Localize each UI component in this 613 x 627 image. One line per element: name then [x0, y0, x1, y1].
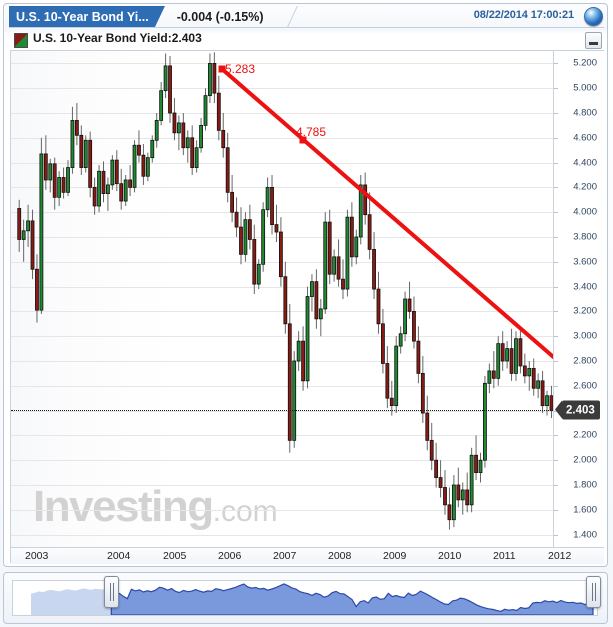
- globe-icon[interactable]: [584, 7, 603, 26]
- price-axis-tick-mark: [554, 286, 558, 288]
- price-change-label: -0.004 (-0.15%): [176, 9, 264, 24]
- gridline: [11, 509, 553, 511]
- price-axis-label: 4.400: [573, 157, 597, 169]
- navigator[interactable]: [3, 572, 608, 624]
- price-axis-tick-mark: [554, 485, 558, 486]
- gridline: [11, 63, 553, 65]
- gridline: [11, 361, 553, 362]
- title-bar-divider: [9, 27, 604, 28]
- tab-edge-divider: [271, 6, 298, 27]
- price-axis-tick-mark: [554, 336, 558, 338]
- price-axis-tick-mark: [554, 460, 558, 462]
- navigator-overview-chart: [31, 583, 594, 615]
- price-axis-label: 3.800: [573, 231, 597, 243]
- gridline: [11, 385, 553, 387]
- trendline[interactable]: [11, 51, 553, 547]
- plot-area[interactable]: Investing.com 5.283 4.785: [11, 51, 553, 547]
- trendline-start-label: 5.283: [225, 62, 256, 76]
- navigator-track[interactable]: [12, 580, 598, 616]
- price-axis-label: 2.200: [573, 429, 597, 441]
- price-axis-label: 2.000: [573, 454, 597, 466]
- candlestick-series: [17, 52, 553, 530]
- price-axis-tick-mark: [554, 509, 558, 511]
- price-axis-label: 3.000: [573, 330, 597, 342]
- date-axis-label: 2011: [493, 550, 516, 562]
- date-axis-label: 2005: [163, 550, 187, 562]
- nav-handle-left[interactable]: [104, 576, 120, 608]
- price-axis-label: 4.800: [573, 107, 597, 119]
- price-axis-label: 5.000: [573, 82, 597, 94]
- instrument-tab[interactable]: U.S. 10-Year Bond Yi... -0.004 (-0.15%): [9, 6, 264, 27]
- price-axis-label: 2.600: [573, 380, 597, 392]
- chart-container: Investing.com 5.283 4.785 5.200 5.000 4.800…: [10, 50, 605, 564]
- title-bar: U.S. 10-Year Bond Yi... -0.004 (-0.15%) …: [4, 4, 609, 29]
- price-axis-tick-mark: [554, 113, 558, 114]
- price-axis-label: 4.000: [573, 206, 597, 218]
- price-axis-label: 1.400: [573, 529, 597, 541]
- price-axis-tick-mark: [554, 237, 558, 238]
- gridline: [11, 212, 553, 214]
- price-axis-tick-mark: [554, 88, 558, 90]
- last-price-line: [11, 410, 553, 412]
- gridline: [11, 88, 553, 90]
- watermark-brand: Investing: [33, 482, 214, 531]
- chart-window: U.S. 10-Year Bond Yi... -0.004 (-0.15%) …: [3, 3, 608, 567]
- date-axis-label: 2008: [328, 550, 352, 562]
- date-axis-label: 2004: [107, 550, 131, 562]
- trendline-end-label: 4.785: [296, 125, 327, 139]
- price-axis-label: 5.200: [573, 57, 597, 69]
- price-axis-label: 4.600: [573, 132, 597, 144]
- last-price-flag: 2.403: [555, 400, 600, 420]
- legend-label: U.S. 10-Year Bond Yield:2.403: [33, 31, 202, 45]
- price-axis-tick-mark: [554, 162, 558, 164]
- date-axis-label: 2009: [383, 550, 407, 562]
- price-axis-label: 2.800: [573, 355, 597, 367]
- candlestick-swatch-icon: [14, 33, 28, 48]
- nav-handle-right[interactable]: [586, 576, 601, 608]
- price-axis-label: 3.400: [573, 281, 597, 293]
- gridline: [11, 162, 553, 164]
- price-axis-tick-mark: [554, 385, 558, 387]
- price-axis-label: 4.200: [573, 181, 597, 193]
- tab-label[interactable]: U.S. 10-Year Bond Yi...: [9, 6, 165, 27]
- price-axis-tick-mark: [554, 534, 558, 536]
- quote-timestamp: 08/22/2014 17:00:21: [473, 9, 574, 21]
- investing-watermark: Investing.com: [33, 485, 278, 529]
- minimize-icon[interactable]: [585, 32, 602, 49]
- price-axis-tick-mark: [554, 63, 558, 65]
- price-axis-tick-mark: [554, 311, 558, 313]
- date-axis-label: 2006: [218, 550, 242, 562]
- gridline: [11, 336, 553, 338]
- gridline: [11, 286, 553, 288]
- gridline: [11, 534, 553, 536]
- legend-bar: U.S. 10-Year Bond Yield:2.403: [4, 30, 609, 50]
- gridline: [11, 311, 553, 313]
- date-axis: 2003 2004 2005 2006 2007 2008 2009 2010 2011 2012: [11, 547, 604, 564]
- date-axis-label: 2003: [25, 550, 49, 562]
- price-axis-label: 1.600: [573, 504, 597, 516]
- gridline: [11, 485, 553, 486]
- date-axis-label: 2007: [273, 550, 297, 562]
- gridline: [11, 187, 553, 189]
- price-axis-label: 1.800: [573, 479, 597, 491]
- price-axis-tick-mark: [554, 361, 558, 362]
- gridline: [11, 435, 553, 437]
- price-axis-tick-mark: [554, 137, 558, 139]
- price-axis-tick-mark: [554, 187, 558, 189]
- gridline: [11, 113, 553, 114]
- price-axis-label: 3.200: [573, 305, 597, 317]
- gridline: [11, 137, 553, 139]
- price-axis-tick-mark: [554, 261, 558, 263]
- gridline: [11, 460, 553, 462]
- date-axis-label: 2010: [438, 550, 462, 562]
- date-axis-label: 2012: [548, 550, 572, 562]
- watermark-suffix: .com: [212, 495, 278, 528]
- price-axis-label: 3.600: [573, 256, 597, 268]
- price-axis-tick-mark: [554, 435, 558, 437]
- price-axis: 5.200 5.000 4.800 4.600 4.400 4.200 4.000 3.800…: [553, 51, 605, 547]
- price-axis-tick-mark: [554, 212, 558, 214]
